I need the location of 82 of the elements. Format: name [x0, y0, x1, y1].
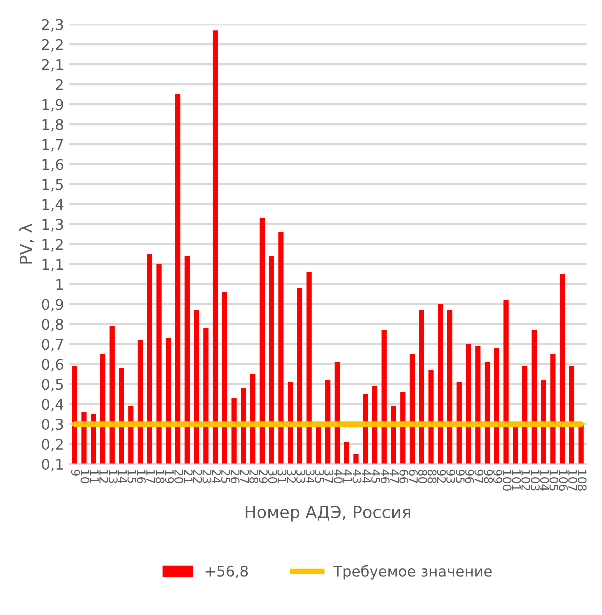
x-tick-label: 100: [502, 470, 512, 491]
x-tick-label: 101: [512, 470, 522, 491]
x-tick-label: 18: [156, 470, 165, 484]
y-tick-label: 2,1: [42, 59, 64, 72]
x-tick-label: 28: [250, 470, 259, 484]
y-tick-label: 1,2: [42, 239, 63, 252]
x-tick-label: 95: [456, 470, 465, 484]
y-tick-label: 2,2: [42, 39, 63, 52]
x-tick-label: 26: [230, 470, 240, 484]
y-tick-label: 0,1: [42, 459, 64, 472]
x-tick-label: 25: [221, 470, 230, 484]
x-tick-label: 108: [578, 470, 587, 491]
x-tick-label: 43: [352, 470, 362, 484]
x-tick-label: 31: [278, 470, 287, 484]
y-tick-label: 1,4: [42, 199, 64, 212]
y-tick-label: 1,9: [42, 99, 64, 112]
y-tick-label: 2: [56, 79, 63, 90]
y-tick-label: 0,5: [42, 379, 64, 392]
x-tick-label: 92: [437, 470, 446, 484]
y-tick-label: 1,1: [42, 259, 64, 272]
y-tick-label: 0,7: [42, 339, 64, 352]
x-axis-title: Номер АДЭ, Россия: [246, 506, 410, 522]
x-tick-label: 67: [409, 470, 418, 484]
y-tick-label: 1,6: [42, 159, 64, 172]
x-tick-label: 97: [474, 470, 484, 484]
x-tick-label: 99: [493, 470, 502, 484]
y-axis-title: PV, λ: [19, 224, 34, 264]
x-tick-label: 80: [418, 470, 428, 484]
x-tick-label: 35: [315, 470, 324, 484]
y-tick-label: 1,3: [42, 219, 64, 232]
legend-label: Требуемое значение: [334, 565, 492, 580]
y-tick-label: 0,6: [42, 359, 64, 372]
y-tick-label: 1,7: [42, 139, 64, 152]
x-tick-label: 41: [344, 470, 352, 484]
x-tick-label: 107: [568, 470, 578, 491]
x-tick-label: 17: [146, 470, 156, 484]
y-tick-label: 1,8: [42, 119, 64, 132]
legend-label: +56,8: [206, 566, 248, 578]
x-tick-label: 27: [240, 470, 250, 484]
x-tick-label: 98: [484, 470, 494, 484]
x-tick-label: 46: [380, 470, 390, 484]
x-tick-label: 19: [165, 470, 174, 484]
x-tick-label: 11: [90, 470, 99, 484]
x-tick-label: 21: [184, 470, 193, 484]
x-tick-label: 104: [540, 470, 550, 492]
x-tick-label: 30: [268, 470, 278, 484]
x-tick-label: 103: [531, 470, 540, 491]
x-tick-label: 12: [100, 470, 108, 484]
y-tick-label: 0,4: [42, 399, 64, 412]
x-tick-label: 88: [428, 470, 437, 484]
x-tick-label: 40: [334, 470, 343, 484]
x-tick-label: 45: [372, 470, 380, 484]
y-tick-label: 2,3: [42, 19, 64, 32]
y-tick-label: 1: [56, 279, 64, 290]
y-tick-label: 0,2: [42, 439, 63, 452]
x-tick-label: 106: [559, 470, 568, 491]
y-tick-label: 0,9: [42, 299, 64, 312]
y-tick-label: 0,8: [42, 319, 64, 332]
x-tick-label: 32: [287, 470, 296, 484]
x-tick-label: 44: [362, 470, 371, 484]
x-tick-label: 66: [400, 470, 409, 484]
x-tick-label: 93: [446, 470, 456, 484]
x-tick-label: 20: [174, 470, 184, 484]
x-tick-label: 9: [71, 470, 80, 476]
y-tick-label: 1,5: [42, 179, 64, 192]
x-tick-label: 96: [465, 470, 474, 484]
x-tick-label: 10: [80, 470, 90, 484]
x-tick-label: 105: [550, 470, 559, 491]
x-tick-label: 24: [212, 470, 222, 484]
x-tick-label: 37: [324, 470, 334, 484]
x-tick-label: 47: [390, 470, 400, 484]
x-tick-label: 13: [108, 470, 118, 484]
x-tick-label: 23: [202, 470, 212, 484]
x-tick-label: 102: [522, 470, 531, 491]
x-tick-label: 16: [137, 470, 146, 484]
x-tick-label: 34: [306, 470, 315, 484]
x-tick-label: 29: [259, 470, 268, 484]
x-tick-label: 33: [296, 470, 306, 484]
x-tick-label: 14: [118, 470, 128, 484]
x-tick-label: 22: [194, 470, 202, 484]
x-tick-label: 15: [128, 470, 136, 484]
y-tick-label: 0,3: [42, 419, 64, 432]
